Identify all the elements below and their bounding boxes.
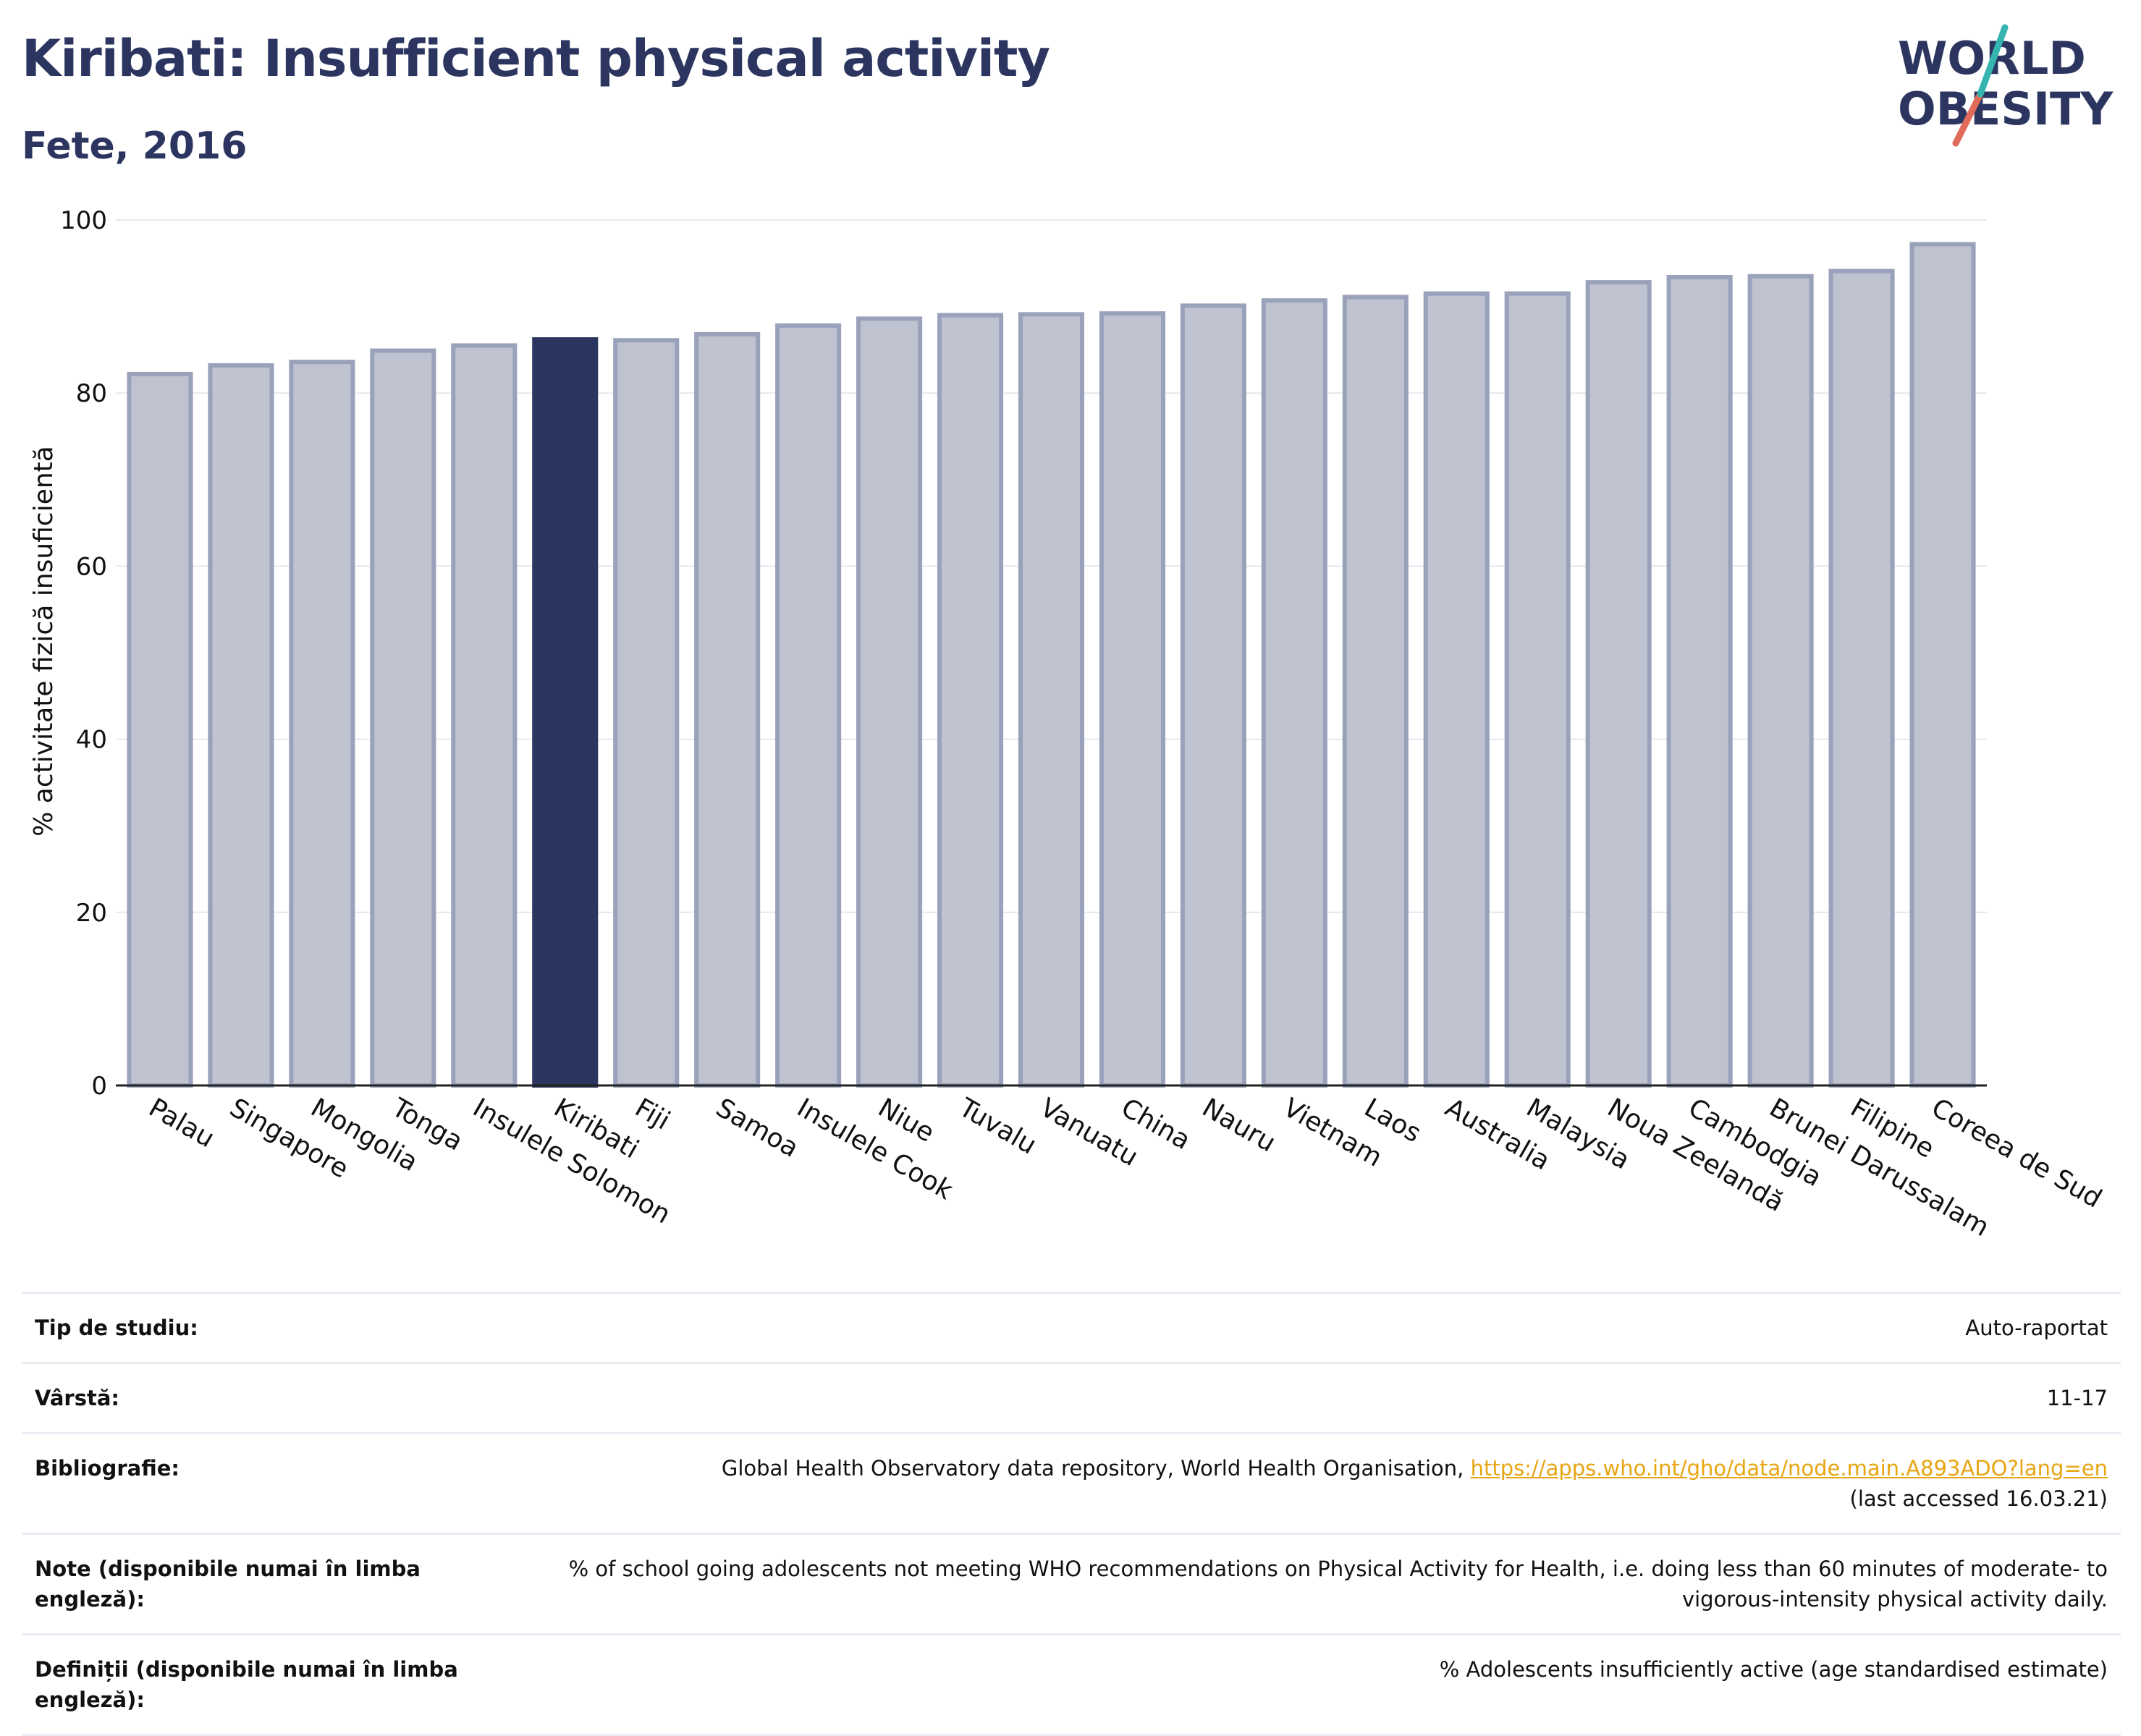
bar-fiji — [613, 338, 680, 1088]
info-key: Note (disponibile numai în limba engleză… — [35, 1557, 421, 1612]
bibliography-link[interactable]: https://apps.who.int/gho/data/node.main.… — [1470, 1456, 2108, 1481]
world-obesity-logo: WORLD OBESITY — [1898, 24, 2113, 147]
bar-insulele-cook — [775, 323, 842, 1088]
bar-australia — [1423, 291, 1490, 1088]
info-row: Bibliografie: Global Health Observatory d… — [22, 1433, 2121, 1534]
info-row: Tip de studiu: Auto-raportat — [22, 1292, 2121, 1363]
info-key: Tip de studiu: — [35, 1316, 198, 1340]
bar-filipine — [1828, 268, 1895, 1088]
bar-niue — [856, 316, 923, 1088]
info-value: % Adolescents insufficiently active (age… — [540, 1635, 2121, 1735]
y-tick-label: 40 — [76, 726, 107, 755]
info-row: Definiții (disponibile numai în limba en… — [22, 1634, 2121, 1735]
bars — [127, 242, 1976, 1088]
bar-mongolia — [289, 360, 355, 1088]
logo-slash-red — [1952, 90, 1984, 147]
chart-title: Kiribati: Insufficient physical activity — [22, 29, 1050, 88]
info-value: 11-17 — [540, 1363, 2121, 1434]
bar-insulele-solomon — [451, 343, 518, 1088]
x-tick-label: Samoa — [711, 1093, 803, 1164]
x-tick-label: Tuvalu — [953, 1093, 1041, 1161]
y-tick-label: 60 — [76, 552, 107, 581]
logo-word-2: OBESITY — [1898, 82, 2113, 135]
chart-subtitle: Fete, 2016 — [22, 124, 248, 168]
x-tick-label: Fiji — [630, 1093, 675, 1136]
bar-malaysia — [1504, 291, 1571, 1088]
bar-kiribati — [532, 337, 599, 1088]
y-axis-ticks: 0 20 40 60 80 100 — [60, 206, 107, 1101]
bar-samoa — [694, 331, 761, 1088]
info-value: Auto-raportat — [540, 1293, 2121, 1363]
y-tick-label: 100 — [60, 206, 107, 235]
bar-brunei-darussalam — [1747, 274, 1814, 1088]
info-value-text: % of school going adolescents not meetin… — [568, 1557, 2108, 1612]
bar-singapore — [208, 363, 274, 1088]
last-accessed-note: (last accessed 16.03.21) — [1849, 1486, 2108, 1511]
x-tick-label: Insulele Cook — [792, 1093, 958, 1206]
y-tick-label: 0 — [91, 1072, 107, 1101]
bar-coreea-de-sud — [1909, 242, 1976, 1088]
bar-laos — [1342, 295, 1409, 1088]
x-tick-label: Palau — [143, 1093, 219, 1153]
bar-vanuatu — [1018, 312, 1085, 1088]
info-value-text: % Adolescents insufficiently active (age… — [1439, 1657, 2108, 1682]
info-value: % of school going adolescents not meetin… — [540, 1534, 2121, 1635]
x-tick-label: Nauru — [1197, 1093, 1280, 1158]
info-value-text: Global Health Observatory data repositor… — [721, 1456, 1471, 1481]
info-row: Note (disponibile numai în limba engleză… — [22, 1533, 2121, 1635]
info-value: Global Health Observatory data repositor… — [540, 1434, 2121, 1534]
info-value-text: Auto-raportat — [1965, 1316, 2108, 1340]
info-key: Definiții (disponibile numai în limba en… — [35, 1657, 458, 1712]
y-axis-title: % activitate fizică insuficientă — [29, 446, 59, 837]
bar-vietnam — [1261, 298, 1327, 1088]
bar-china — [1099, 311, 1166, 1088]
info-value-text: 11-17 — [2046, 1386, 2108, 1410]
logo-slash-teal — [1977, 24, 2009, 98]
bar-noua-zeelandă — [1585, 280, 1652, 1088]
y-tick-label: 80 — [76, 379, 107, 408]
y-tick-label: 20 — [76, 899, 107, 928]
bar-cambodgia — [1666, 274, 1733, 1088]
info-row: Vârstă: 11-17 — [22, 1363, 2121, 1434]
bar-nauru — [1180, 303, 1246, 1088]
info-table: Tip de studiu: Auto-raportat Vârstă: 11-17 B… — [22, 1292, 2121, 1736]
info-key: Vârstă: — [35, 1386, 120, 1410]
bar-tuvalu — [937, 313, 1004, 1088]
bar-palau — [127, 371, 193, 1088]
bar-tonga — [370, 348, 436, 1088]
info-key: Bibliografie: — [35, 1456, 180, 1481]
bar-chart: 0 20 40 60 80 100 Palau SingaporeMongoliaTonga… — [29, 206, 2107, 1242]
